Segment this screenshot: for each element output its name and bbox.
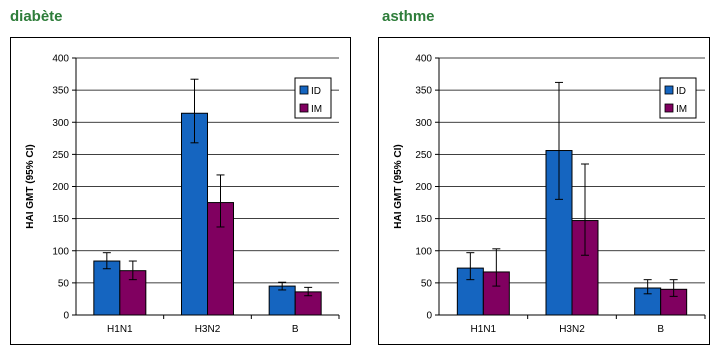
y-tick-label: 50 <box>58 278 70 289</box>
y-tick-label: 300 <box>415 118 432 129</box>
legend: ID IM <box>294 77 332 119</box>
chart-panel-asthme: 0 50 100 150 200 250 300 350 400 HAI GMT (95% CI)… <box>378 37 710 345</box>
x-tick-label-H1N1: H1N1 <box>471 324 497 335</box>
y-axis-label: HAI GMT (95% CI) <box>25 144 36 228</box>
y-tick-label: 250 <box>52 150 69 161</box>
legend-label-IM: IM <box>311 104 322 115</box>
legend-swatch-ID <box>664 85 674 95</box>
chart-title-asthme: asthme <box>382 8 435 25</box>
y-tick-label: 350 <box>415 86 432 97</box>
y-tick-label: 300 <box>52 118 69 129</box>
chart-title-diabete: diabète <box>10 8 63 25</box>
y-tick-label: 250 <box>415 150 432 161</box>
bar-ID-H1N1 <box>93 260 121 316</box>
x-tick-label-H1N1: H1N1 <box>107 324 133 335</box>
x-tick-label-B: B <box>292 324 299 335</box>
legend-label-ID: ID <box>676 86 686 97</box>
y-axis-label: HAI GMT (95% CI) <box>393 144 404 228</box>
bar-chart-diabete: 0 50 100 150 200 250 300 350 400 HAI GMT (95% CI)… <box>25 54 340 335</box>
chart-panel-diabete: 0 50 100 150 200 250 300 350 400 HAI GMT (95% CI)… <box>10 37 351 345</box>
x-tick-label-B: B <box>657 324 664 335</box>
legend-label-IM: IM <box>676 104 687 115</box>
legend: ID IM <box>659 77 697 119</box>
legend-swatch-IM <box>299 103 309 113</box>
y-tick-label: 0 <box>63 311 69 322</box>
legend-swatch-ID <box>299 85 309 95</box>
y-tick-label: 200 <box>52 182 69 193</box>
legend-swatch-IM <box>664 103 674 113</box>
y-tick-label: 150 <box>52 214 69 225</box>
y-tick-label: 400 <box>52 54 69 65</box>
y-tick-label: 150 <box>415 214 432 225</box>
y-tick-label: 350 <box>52 86 69 97</box>
x-tick-label-H3N2: H3N2 <box>195 324 221 335</box>
y-tick-label: 200 <box>415 182 432 193</box>
y-tick-label: 100 <box>415 246 432 257</box>
bar-chart-asthme: 0 50 100 150 200 250 300 350 400 HAI GMT (95% CI)… <box>393 54 706 335</box>
x-tick-label-H3N2: H3N2 <box>559 324 585 335</box>
bar-ID-H3N2 <box>181 112 208 316</box>
y-tick-label: 400 <box>415 54 432 65</box>
y-tick-label: 0 <box>426 311 432 322</box>
y-tick-label: 100 <box>52 246 69 257</box>
y-tick-label: 50 <box>421 278 433 289</box>
legend-label-ID: ID <box>311 86 321 97</box>
